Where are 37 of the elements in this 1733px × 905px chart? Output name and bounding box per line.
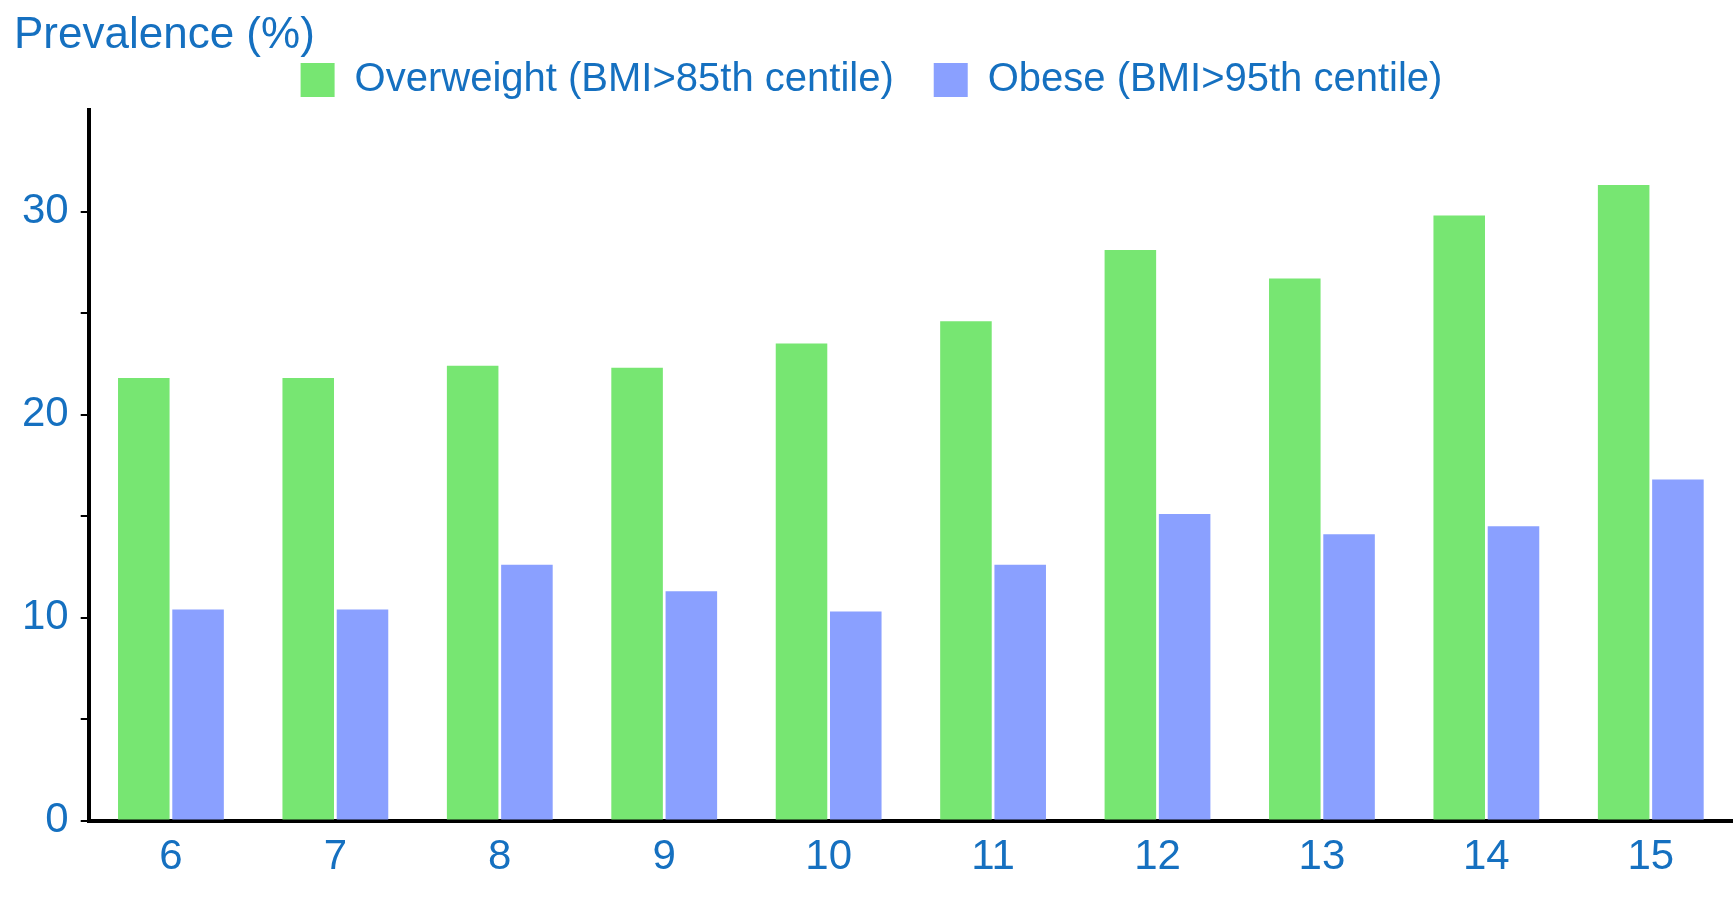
bar — [1269, 278, 1321, 820]
bar — [1597, 185, 1650, 820]
y-tick-label: 10 — [22, 591, 69, 639]
x-tick-label: 13 — [1298, 831, 1346, 879]
x-tick-label: 14 — [1463, 831, 1510, 879]
bar — [172, 609, 224, 820]
bar — [1652, 479, 1704, 820]
bar — [994, 564, 1046, 820]
y-tick-label: 30 — [22, 185, 69, 233]
bar — [775, 343, 828, 820]
x-tick-label: 8 — [488, 831, 512, 879]
x-tick-label: 7 — [323, 831, 348, 879]
bar — [336, 609, 389, 820]
bar — [611, 367, 663, 820]
bar — [1433, 215, 1485, 820]
x-tick-label: 11 — [971, 831, 1015, 879]
y-tick-label: 20 — [22, 388, 69, 436]
bar — [501, 564, 553, 820]
y-tick-label: 0 — [45, 794, 69, 842]
legend-label: Obese (BMI>95th centile) — [987, 55, 1443, 100]
bar — [665, 591, 718, 820]
bar — [1323, 534, 1375, 820]
bar — [830, 611, 882, 820]
bar — [1104, 250, 1157, 820]
x-tick-label: 6 — [159, 831, 183, 879]
bar — [1158, 514, 1211, 820]
x-tick-label: 15 — [1627, 831, 1675, 879]
bar — [940, 321, 992, 820]
bar — [446, 365, 499, 820]
bar — [1487, 526, 1540, 820]
x-tick-label: 9 — [652, 831, 676, 879]
bar — [118, 378, 170, 820]
y-axis-title: Prevalence (%) — [14, 8, 315, 58]
x-tick-label: 12 — [1134, 831, 1181, 879]
legend-label: Overweight (BMI>85th centile) — [354, 55, 894, 100]
x-tick-label: 10 — [805, 831, 852, 879]
bar — [282, 378, 334, 820]
